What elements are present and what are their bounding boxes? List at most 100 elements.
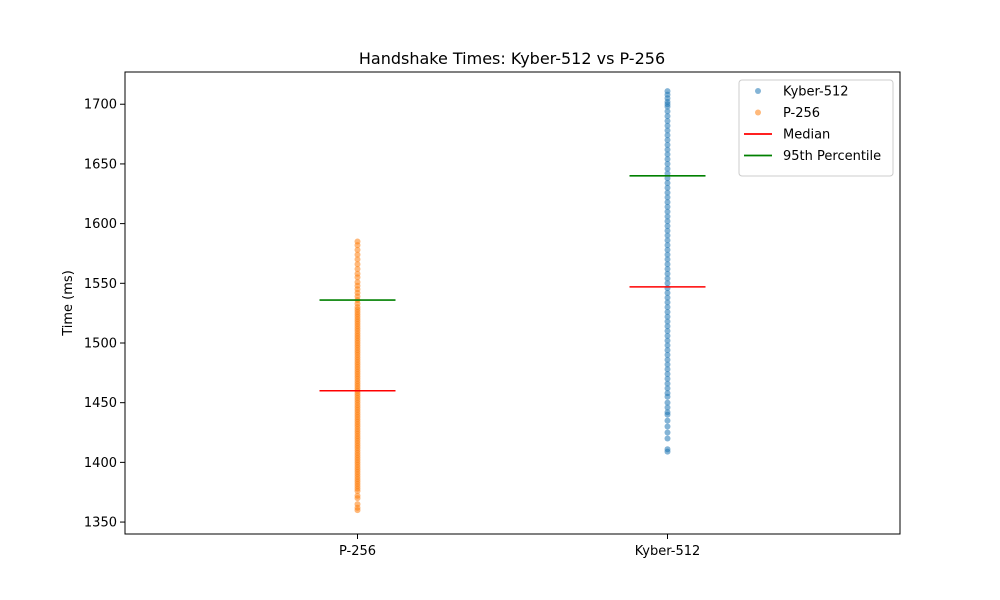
data-point xyxy=(664,256,671,263)
data-point xyxy=(664,289,671,296)
data-point xyxy=(354,501,361,508)
data-point xyxy=(664,351,671,358)
legend-marker xyxy=(755,109,761,116)
data-point xyxy=(664,446,671,453)
y-axis: 1350 1400 1450 1500 1550 1600 1650 1700 xyxy=(84,98,125,531)
data-point xyxy=(664,213,671,220)
data-point xyxy=(664,203,671,210)
data-point xyxy=(664,385,671,392)
data-point xyxy=(664,223,671,229)
data-point xyxy=(664,328,671,335)
legend-item-kyber-512: Kyber-512 xyxy=(755,85,849,100)
data-point xyxy=(664,342,671,349)
data-point xyxy=(664,146,671,153)
data-point xyxy=(664,261,671,268)
data-point xyxy=(664,337,671,344)
x-tick-label: Kyber-512 xyxy=(635,544,701,559)
data-point xyxy=(664,246,671,253)
y-tick-label: 1500 xyxy=(84,336,117,351)
data-point xyxy=(664,294,671,301)
y-axis-label: Time (ms) xyxy=(61,270,76,337)
data-point xyxy=(664,180,671,187)
data-point xyxy=(664,194,671,201)
data-point xyxy=(354,256,361,263)
data-point xyxy=(664,122,671,129)
data-point xyxy=(664,380,671,387)
data-point xyxy=(664,160,671,167)
data-point xyxy=(664,435,671,442)
data-point xyxy=(664,251,671,258)
y-tick-label: 1350 xyxy=(84,516,117,531)
data-point xyxy=(664,356,671,363)
legend-marker xyxy=(755,88,761,94)
y-tick-label: 1650 xyxy=(84,157,117,172)
data-point xyxy=(664,175,671,182)
data-point xyxy=(354,279,361,286)
plot-frame xyxy=(124,71,901,535)
data-point xyxy=(664,423,671,430)
legend-label: 95th Percentile xyxy=(783,149,881,164)
legend-item-p-256: P-256 xyxy=(755,106,820,121)
data-point xyxy=(664,404,671,411)
y-tick-label: 1450 xyxy=(84,396,117,411)
data-point xyxy=(354,270,361,277)
x-axis: P-256 Kyber-512 xyxy=(339,534,700,559)
data-point xyxy=(664,137,671,144)
data-point xyxy=(664,227,671,234)
data-point xyxy=(664,318,671,325)
data-point xyxy=(664,108,671,115)
data-point xyxy=(664,280,671,287)
data-point xyxy=(664,242,671,249)
data-point xyxy=(664,308,671,315)
data-point xyxy=(664,390,671,397)
data-point xyxy=(664,304,671,311)
legend-box xyxy=(738,79,894,177)
legend-label: Kyber-512 xyxy=(783,85,849,100)
data-point xyxy=(664,409,671,416)
data-point xyxy=(664,170,671,177)
data-point xyxy=(664,113,671,120)
data-point xyxy=(664,117,671,124)
legend-label: P-256 xyxy=(783,106,820,121)
legend: Kyber-512 P-256 Median 95th Percentile xyxy=(738,79,894,177)
data-point xyxy=(664,366,671,373)
data-point xyxy=(664,361,671,368)
legend-item-median: Median xyxy=(744,128,830,143)
y-tick-label: 1550 xyxy=(84,277,117,292)
data-point xyxy=(664,429,671,436)
data-point xyxy=(664,332,671,339)
data-point xyxy=(664,375,671,382)
data-point xyxy=(664,275,671,282)
data-point xyxy=(664,132,671,139)
data-point xyxy=(354,251,361,258)
data-point xyxy=(664,88,671,95)
data-point xyxy=(354,492,361,499)
series-kyber-512 xyxy=(629,88,706,455)
data-point xyxy=(354,261,361,268)
data-point xyxy=(664,141,671,148)
y-tick-label: 1700 xyxy=(84,98,117,113)
data-point xyxy=(664,189,671,196)
data-point xyxy=(664,371,671,378)
plot-area xyxy=(124,71,901,535)
series-p-256 xyxy=(319,238,396,514)
data-point xyxy=(664,232,671,239)
data-point xyxy=(664,218,671,225)
data-point xyxy=(664,313,671,320)
data-point xyxy=(664,165,671,172)
legend-label: Median xyxy=(783,128,830,143)
x-tick-label: P-256 xyxy=(339,544,376,559)
data-point xyxy=(664,199,671,206)
y-tick-label: 1400 xyxy=(84,456,117,471)
data-point xyxy=(664,151,671,158)
data-point xyxy=(354,246,361,253)
data-point xyxy=(354,238,361,245)
data-point xyxy=(664,184,671,191)
data-point xyxy=(664,299,671,306)
data-point xyxy=(664,417,671,424)
data-point xyxy=(664,270,671,277)
data-point xyxy=(664,237,671,244)
data-point xyxy=(354,265,361,272)
